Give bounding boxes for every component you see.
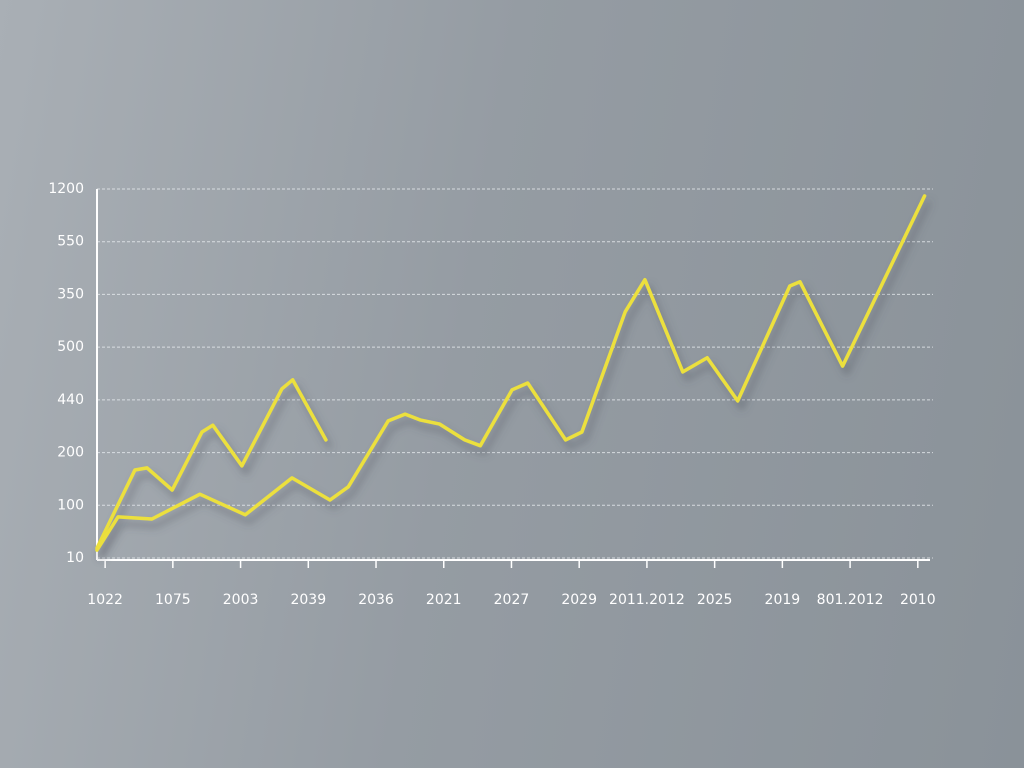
x-tick-label: 2011.2012 [609, 592, 685, 608]
x-tick-label: 1022 [87, 592, 123, 608]
x-tick-label: 2027 [494, 592, 530, 608]
y-tick-label: 350 [57, 286, 84, 302]
y-tick-label: 550 [57, 234, 84, 250]
x-tick-label: 2029 [561, 592, 597, 608]
x-tick-label: 2010 [900, 592, 936, 608]
y-tick-label: 500 [57, 339, 84, 355]
x-tick-label: 1075 [155, 592, 191, 608]
x-tick-label: 2025 [697, 592, 733, 608]
x-tick-label: 2003 [223, 592, 259, 608]
x-tick-label: 2021 [426, 592, 462, 608]
y-tick-label: 440 [57, 392, 84, 408]
x-tick-label: 2036 [358, 592, 394, 608]
y-tick-label: 200 [57, 445, 84, 461]
y-tick-label: 1200 [48, 181, 84, 197]
y-tick-label: 10 [66, 550, 84, 566]
y-tick-label: 100 [57, 497, 84, 513]
line-series [95, 378, 328, 550]
x-tick-label: 2019 [765, 592, 801, 608]
x-tick-label: 801.2012 [817, 592, 884, 608]
x-tick-label: 2039 [290, 592, 326, 608]
line-series [95, 194, 927, 552]
